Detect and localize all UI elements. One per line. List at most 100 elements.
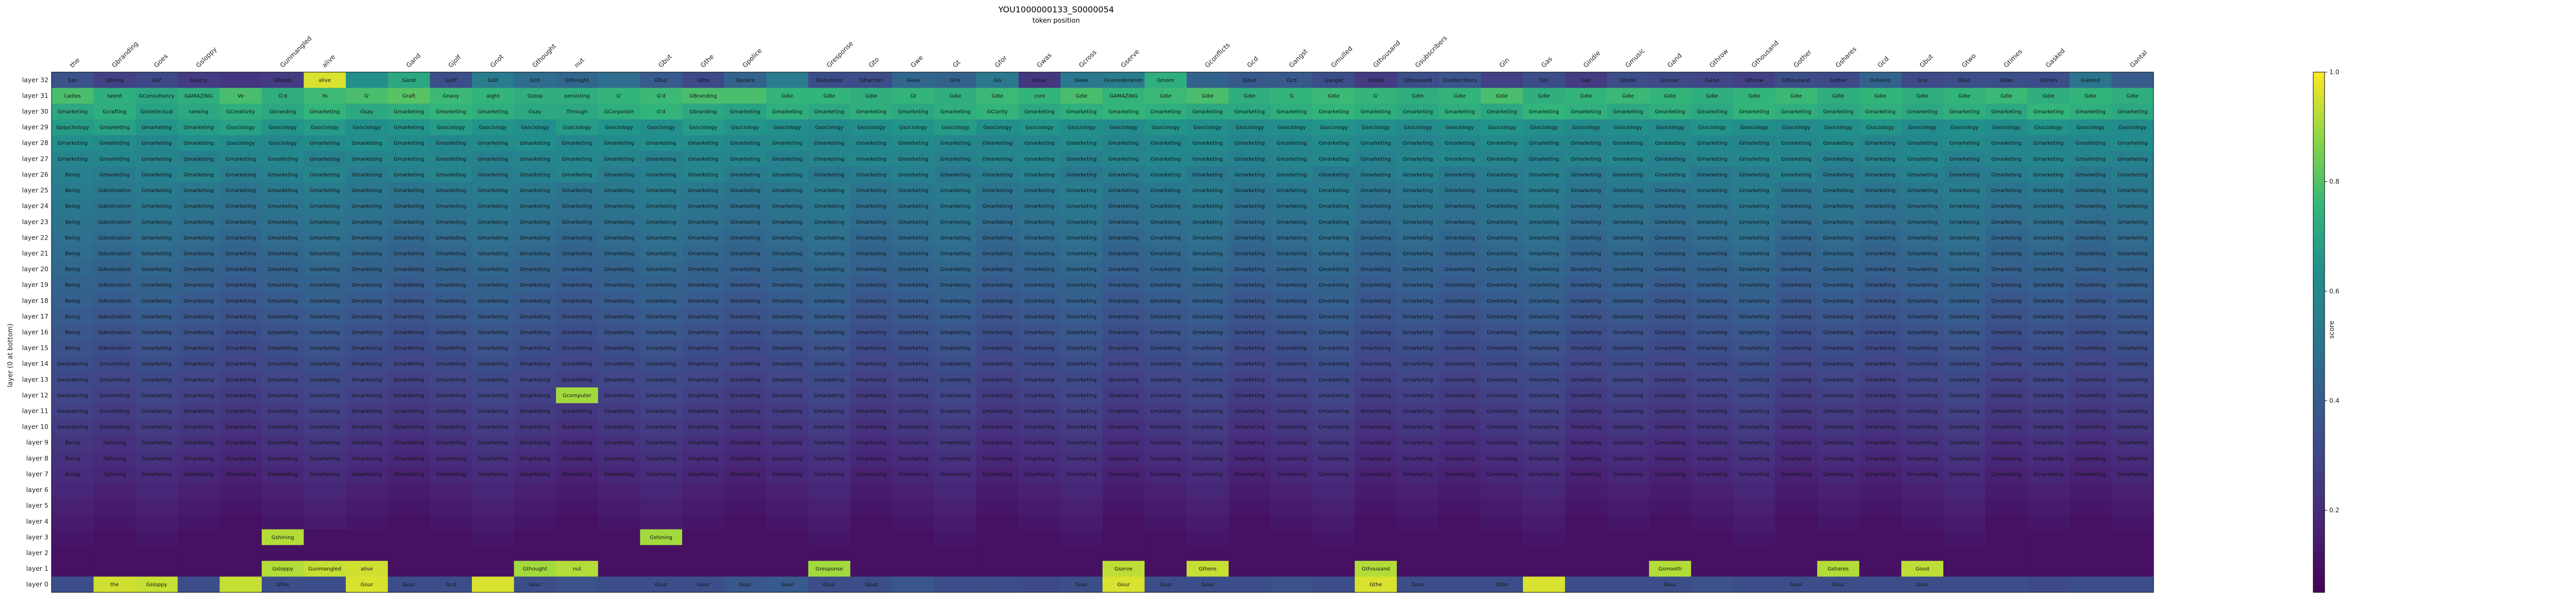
heatmap-cell: [1523, 482, 1566, 498]
cell-label: Gour: [361, 582, 374, 588]
cell-label: Gdestination: [98, 283, 131, 288]
cell-label: Gmarketing: [940, 235, 971, 241]
colorbar-segment: [2313, 267, 2325, 270]
heatmap-cell: [1187, 529, 1229, 545]
heatmap-cell: [934, 513, 977, 530]
heatmap-cell: [1354, 482, 1397, 498]
heatmap-cell: [387, 166, 430, 183]
cell-label: Gmarketing: [856, 362, 887, 367]
heatmap-cell: [556, 182, 599, 199]
cell-label: Gmarketing: [1865, 109, 1895, 115]
cell-label: Gmarketing: [1781, 188, 1811, 194]
cell-label: Gmarketing: [352, 141, 382, 146]
heatmap-cell: [1565, 529, 1607, 545]
cell-label: Gmarketing: [310, 298, 340, 304]
heatmap-cell: [387, 182, 430, 199]
cell-label: Gmarketing: [1318, 409, 1349, 415]
x-tick-label: Gas: [1539, 55, 1553, 69]
cell-label: Gsociology: [1194, 125, 1222, 131]
cell-label: Gmarketing: [730, 330, 760, 336]
cell-label: Gmarketing: [1655, 456, 1685, 462]
cell-label: Gmarketing: [1613, 251, 1643, 257]
cell-label: Gmarketing: [1529, 188, 1559, 194]
colorbar-segment: [2313, 207, 2325, 211]
cell-label: Gmarketing: [562, 251, 592, 257]
heatmap-cell: [1018, 545, 1061, 561]
y-tick-label: layer 14: [22, 360, 48, 367]
heatmap-cell: [177, 513, 220, 530]
cell-label: Gmarketing: [940, 330, 971, 336]
cell-label: Gmarketing: [1150, 346, 1181, 351]
colorbar-segment: [2313, 452, 2325, 455]
colorbar-segment: [2313, 181, 2325, 184]
cell-label: Gmarketing: [352, 235, 382, 241]
cell-label: Gmarketing: [772, 298, 803, 304]
cell-label: Gour: [1832, 582, 1845, 588]
cell-label: Gmarketing: [352, 314, 382, 320]
cell-label: Gmarketing: [1571, 472, 1601, 477]
cell-label: Gmarketing: [1781, 283, 1811, 288]
heatmap-cell: [472, 529, 515, 545]
cell-label: Gmarketing: [183, 157, 214, 162]
cell-label: Gmarketing: [478, 283, 508, 288]
heatmap-cell: [682, 166, 725, 183]
heatmap-cell: [303, 88, 346, 104]
cell-label: alive: [361, 567, 373, 572]
cell-label: Gmarketing: [1865, 424, 1895, 430]
cell-label: Gmarketing: [2075, 472, 2106, 477]
heatmap-cell: [2027, 72, 2070, 89]
cell-label: Gmarketing: [1150, 157, 1181, 162]
heatmap-cell: [556, 513, 599, 530]
cell-label: Gdie: [1664, 93, 1676, 99]
cell-label: Gmarketing: [1108, 472, 1139, 477]
cell-label: Gmarketing: [2117, 409, 2148, 415]
cell-label: Gmarketing: [1655, 157, 1685, 162]
cell-label: Gmarketing: [604, 314, 634, 320]
heatmap-cell: [850, 182, 893, 199]
heatmap-cell: [850, 545, 893, 561]
cell-label: Gmarketing: [1739, 314, 1769, 320]
cell-label: Being: [65, 314, 80, 320]
cell-label: Gmarketing: [1066, 424, 1097, 430]
cell-label: Gmarketing: [1403, 409, 1433, 415]
heatmap-cell: [1481, 482, 1523, 498]
cell-label: Gmarketing: [1108, 157, 1139, 162]
cell-label: Gshares: [1870, 78, 1891, 83]
cell-label: Gmarketing: [142, 235, 172, 241]
heatmap-cell: [346, 513, 388, 530]
cell-label: Gmarketing: [940, 141, 971, 146]
cell-label: Gmarketing: [436, 172, 466, 178]
cell-label: Gmarketing: [1445, 267, 1475, 272]
cell-label: Gmarketing: [267, 283, 298, 288]
heatmap-cell: [1270, 135, 1313, 151]
cell-label: Gmarketing: [982, 472, 1013, 477]
cell-label: Gmarketing: [520, 472, 550, 477]
heatmap-cell: [514, 72, 556, 89]
cell-label: Gmarketing: [1781, 456, 1811, 462]
cell-label: Gmarketing: [940, 283, 971, 288]
cell-label: Gmarketing: [604, 346, 634, 351]
heatmap-cell: [892, 182, 935, 199]
cell-label: Gmarketing: [267, 377, 298, 383]
cell-label: Gmarketing: [1193, 172, 1223, 178]
cell-label: Gmarketing: [646, 204, 676, 210]
heatmap-cell: [892, 482, 935, 498]
cell-label: Gmarketing: [1529, 456, 1559, 462]
cell-label: Gmarketing: [183, 298, 214, 304]
cell-label: Gmarketing: [183, 283, 214, 288]
cell-label: Gmarketing: [1445, 141, 1475, 146]
colorbar-segment: [2313, 410, 2325, 414]
heatmap-cell: [1775, 151, 1818, 167]
cell-label: Gmarketing: [478, 393, 508, 399]
cell-label: Gmarketing: [604, 251, 634, 257]
cell-label: Gmarketing: [1193, 267, 1223, 272]
cell-label: Gmarketing: [646, 235, 676, 241]
cell-label: Gthe: [697, 78, 709, 83]
cell-label: ranking: [189, 109, 209, 115]
cell-label: Gmarketing: [604, 141, 634, 146]
cell-label: Gmarketing: [520, 283, 550, 288]
x-tick-label: Gthousand: [1750, 39, 1780, 69]
colorbar-segment: [2313, 108, 2325, 112]
cell-label: Gmarketing: [183, 172, 214, 178]
heatmap-cell: [724, 88, 767, 104]
